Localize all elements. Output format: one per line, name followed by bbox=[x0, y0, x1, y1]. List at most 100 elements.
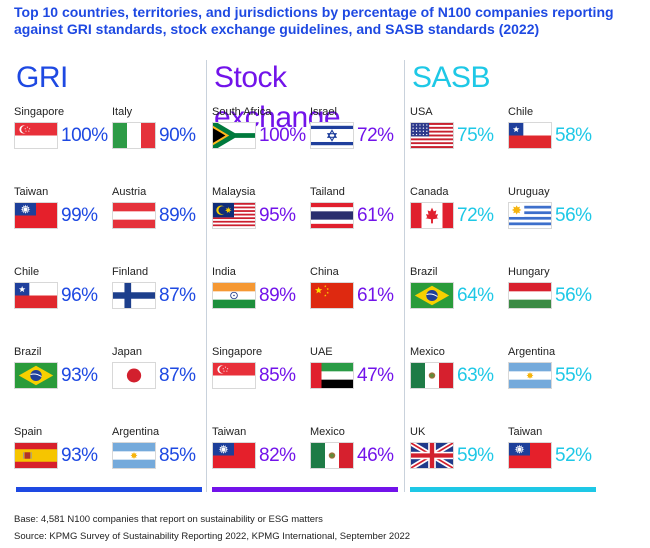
country-name: Uruguay bbox=[508, 186, 550, 198]
china-flag bbox=[310, 282, 354, 309]
stock-exchange-panel: Stock exchange South Africa 100% Israel 72%… bbox=[212, 58, 402, 488]
country-name: Finland bbox=[112, 266, 149, 278]
country-entry: Mexico 63% bbox=[410, 346, 505, 416]
percentage-value: 47% bbox=[357, 365, 394, 386]
country-name: Spain bbox=[14, 426, 43, 438]
country-name: Taiwan bbox=[14, 186, 49, 198]
percentage-value: 93% bbox=[61, 365, 98, 386]
country-name: India bbox=[212, 266, 236, 278]
percentage-value: 63% bbox=[457, 365, 494, 386]
brazil-flag bbox=[14, 362, 58, 389]
mexico-flag bbox=[310, 442, 354, 469]
percentage-value: 56% bbox=[555, 205, 592, 226]
country-name: Malaysia bbox=[212, 186, 256, 198]
chile-flag bbox=[14, 282, 58, 309]
country-entry: Singapore 85% bbox=[212, 346, 307, 416]
footnote-source: Source: KPMG Survey of Sustainability Re… bbox=[14, 531, 411, 542]
country-name: UK bbox=[410, 426, 426, 438]
country-entry: Italy 90% bbox=[112, 106, 207, 176]
country-entry: Uruguay 56% bbox=[508, 186, 603, 256]
country-entry: Tailand 61% bbox=[310, 186, 405, 256]
country-entry: Austria 89% bbox=[112, 186, 207, 256]
country-entry: Mexico 46% bbox=[310, 426, 405, 496]
country-entry: Taiwan 82% bbox=[212, 426, 307, 496]
chart-title: Top 10 countries, territories, and juris… bbox=[14, 4, 614, 37]
percentage-value: 100% bbox=[259, 125, 306, 146]
uae-flag bbox=[310, 362, 354, 389]
footnote-base: Base: 4,581 N100 companies that report o… bbox=[14, 514, 323, 525]
south-africa-flag bbox=[212, 122, 256, 149]
percentage-value: 58% bbox=[555, 125, 592, 146]
panel-heading: SASB bbox=[412, 61, 491, 94]
country-name: China bbox=[310, 266, 339, 278]
panel-divider bbox=[404, 60, 405, 492]
percentage-value: 55% bbox=[555, 365, 592, 386]
italy-flag bbox=[112, 122, 156, 149]
country-name: Singapore bbox=[14, 106, 65, 118]
percentage-value: 89% bbox=[259, 285, 296, 306]
canada-flag bbox=[410, 202, 454, 229]
hungary-flag bbox=[508, 282, 552, 309]
gri-panel: GRI Singapore 100% Italy 90% Taiwan 99% Austri… bbox=[14, 58, 204, 488]
percentage-value: 72% bbox=[457, 205, 494, 226]
singapore-flag bbox=[14, 122, 58, 149]
country-entry: Finland 87% bbox=[112, 266, 207, 336]
country-name: Japan bbox=[112, 346, 142, 358]
country-name: Mexico bbox=[310, 426, 345, 438]
gri-color-bar bbox=[16, 487, 202, 492]
country-name: Brazil bbox=[14, 346, 42, 358]
country-name: South Africa bbox=[212, 106, 272, 118]
percentage-value: 75% bbox=[457, 125, 494, 146]
country-name: Chile bbox=[14, 266, 40, 278]
taiwan-flag bbox=[14, 202, 58, 229]
taiwan-flag bbox=[508, 442, 552, 469]
country-name: Tailand bbox=[310, 186, 345, 198]
mexico-flag bbox=[410, 362, 454, 389]
country-entry: China 61% bbox=[310, 266, 405, 336]
country-entry: Brazil 93% bbox=[14, 346, 109, 416]
percentage-value: 64% bbox=[457, 285, 494, 306]
percentage-value: 85% bbox=[159, 445, 196, 466]
country-name: Taiwan bbox=[212, 426, 247, 438]
country-entry: Israel 72% bbox=[310, 106, 405, 176]
country-entry: Chile 96% bbox=[14, 266, 109, 336]
uruguay-flag bbox=[508, 202, 552, 229]
country-entry: Taiwan 52% bbox=[508, 426, 603, 496]
argentina-flag bbox=[112, 442, 156, 469]
percentage-value: 87% bbox=[159, 285, 196, 306]
sasb-color-bar bbox=[410, 487, 596, 492]
country-entry: Malaysia 95% bbox=[212, 186, 307, 256]
country-name: Singapore bbox=[212, 346, 263, 358]
taiwan-flag bbox=[212, 442, 256, 469]
austria-flag bbox=[112, 202, 156, 229]
country-entry: Taiwan 99% bbox=[14, 186, 109, 256]
brazil-flag bbox=[410, 282, 454, 309]
country-entry: Argentina 85% bbox=[112, 426, 207, 496]
uk-flag bbox=[410, 442, 454, 469]
percentage-value: 87% bbox=[159, 365, 196, 386]
country-name: Argentina bbox=[508, 346, 556, 358]
usa-flag bbox=[410, 122, 454, 149]
country-entry: Spain 93% bbox=[14, 426, 109, 496]
percentage-value: 59% bbox=[457, 445, 494, 466]
country-entry: Canada 72% bbox=[410, 186, 505, 256]
country-entry: Japan 87% bbox=[112, 346, 207, 416]
percentage-value: 82% bbox=[259, 445, 296, 466]
percentage-value: 90% bbox=[159, 125, 196, 146]
percentage-value: 95% bbox=[259, 205, 296, 226]
country-name: UAE bbox=[310, 346, 333, 358]
country-entry: Argentina 55% bbox=[508, 346, 603, 416]
country-entry: Hungary 56% bbox=[508, 266, 603, 336]
country-entry: UAE 47% bbox=[310, 346, 405, 416]
country-entry: India 89% bbox=[212, 266, 307, 336]
spain-flag bbox=[14, 442, 58, 469]
finland-flag bbox=[112, 282, 156, 309]
percentage-value: 61% bbox=[357, 285, 394, 306]
country-name: Canada bbox=[410, 186, 449, 198]
percentage-value: 99% bbox=[61, 205, 98, 226]
malaysia-flag bbox=[212, 202, 256, 229]
percentage-value: 100% bbox=[61, 125, 108, 146]
percentage-value: 96% bbox=[61, 285, 98, 306]
country-entry: USA 75% bbox=[410, 106, 505, 176]
percentage-value: 56% bbox=[555, 285, 592, 306]
